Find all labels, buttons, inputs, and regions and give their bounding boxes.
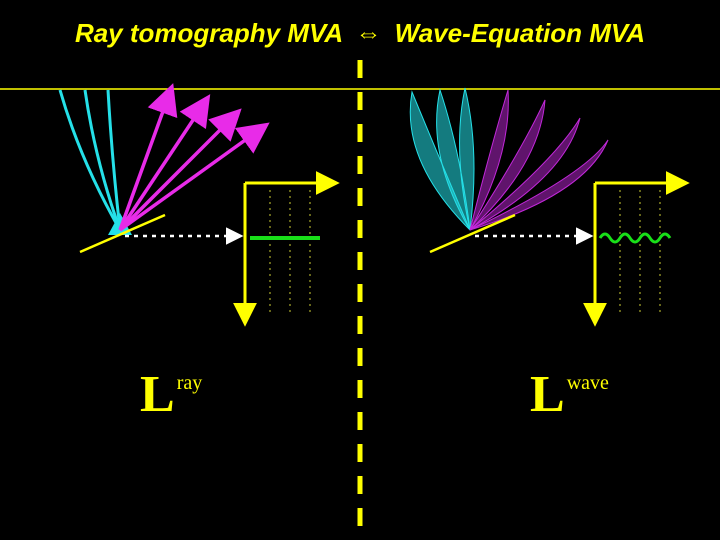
cyan-wave-plumes	[410, 88, 474, 230]
right-panel	[410, 88, 685, 322]
operator-L-right: L	[530, 366, 565, 423]
operator-label-left: Lray	[140, 365, 200, 424]
left-panel	[60, 90, 335, 322]
magenta-wave-plumes	[470, 90, 608, 230]
wavy-angle-gather-right	[600, 234, 670, 242]
cyan-rays	[60, 90, 120, 230]
operator-sup-left: ray	[177, 372, 203, 394]
operator-label-right: Lwave	[530, 365, 607, 424]
axis-right	[595, 183, 685, 322]
diagram-stage: { "canvas": { "width": 720, "height": 54…	[0, 0, 720, 540]
operator-sup-right: wave	[567, 372, 609, 394]
diagram-svg	[0, 0, 720, 540]
operator-L-left: L	[140, 366, 175, 423]
axis-left	[245, 183, 335, 322]
magenta-rays	[120, 92, 262, 230]
